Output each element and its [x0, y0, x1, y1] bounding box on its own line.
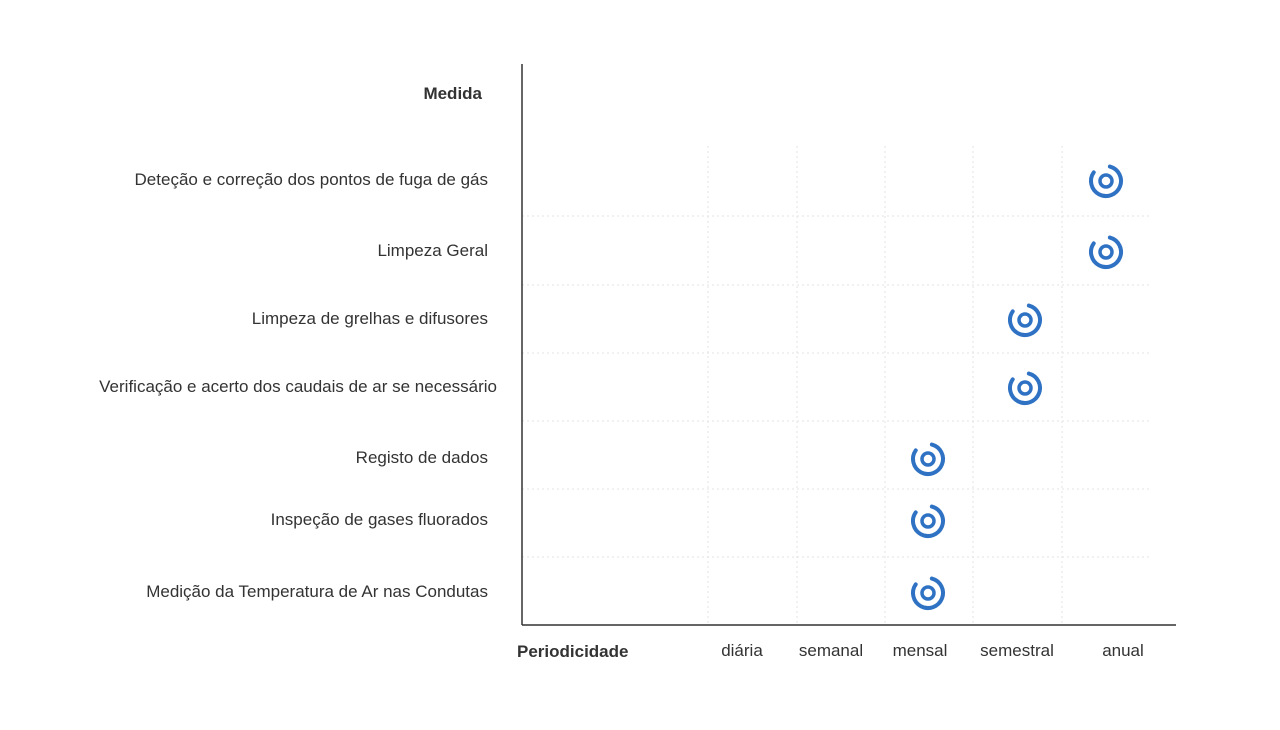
- marker-outer-arc: [1089, 164, 1123, 198]
- target-ring-icon: [1008, 371, 1042, 405]
- x-tick-labels: diária semanal mensal semestral anual: [721, 641, 1144, 660]
- x-tick-label: semestral: [980, 641, 1054, 660]
- marker-inner-ring: [1098, 244, 1114, 260]
- marker-outer-arc: [911, 504, 945, 538]
- marker-inner-ring: [1098, 173, 1114, 189]
- y-tick-label: Medição da Temperatura de Ar nas Conduta…: [146, 582, 488, 601]
- x-tick-label: mensal: [893, 641, 948, 660]
- marker-inner-ring: [1017, 312, 1033, 328]
- target-ring-icon: [911, 576, 945, 610]
- x-tick-label: diária: [721, 641, 763, 660]
- x-tick-label: semanal: [799, 641, 863, 660]
- target-ring-icon: [1008, 303, 1042, 337]
- x-axis-title: Periodicidade: [517, 642, 628, 661]
- y-tick-label: Limpeza Geral: [377, 241, 488, 260]
- target-ring-icon: [911, 504, 945, 538]
- marker-outer-arc: [1089, 235, 1123, 269]
- marker-inner-ring: [1017, 380, 1033, 396]
- y-axis-title: Medida: [423, 84, 482, 103]
- y-tick-label: Inspeção de gases fluorados: [271, 510, 488, 529]
- marker-inner-ring: [920, 451, 936, 467]
- y-tick-label: Limpeza de grelhas e difusores: [252, 309, 488, 328]
- marker-outer-arc: [911, 442, 945, 476]
- target-ring-icon: [1089, 164, 1123, 198]
- data-points: [911, 164, 1123, 610]
- marker-inner-ring: [920, 585, 936, 601]
- marker-outer-arc: [1008, 303, 1042, 337]
- marker-outer-arc: [1008, 371, 1042, 405]
- y-tick-labels: Deteção e correção dos pontos de fuga de…: [99, 170, 497, 601]
- y-tick-label: Registo de dados: [356, 448, 488, 467]
- grid: [522, 146, 1152, 625]
- target-ring-icon: [911, 442, 945, 476]
- target-ring-icon: [1089, 235, 1123, 269]
- marker-inner-ring: [920, 513, 936, 529]
- y-tick-label: Verificação e acerto dos caudais de ar s…: [99, 377, 497, 396]
- y-tick-label: Deteção e correção dos pontos de fuga de…: [135, 170, 488, 189]
- marker-outer-arc: [911, 576, 945, 610]
- x-tick-label: anual: [1102, 641, 1144, 660]
